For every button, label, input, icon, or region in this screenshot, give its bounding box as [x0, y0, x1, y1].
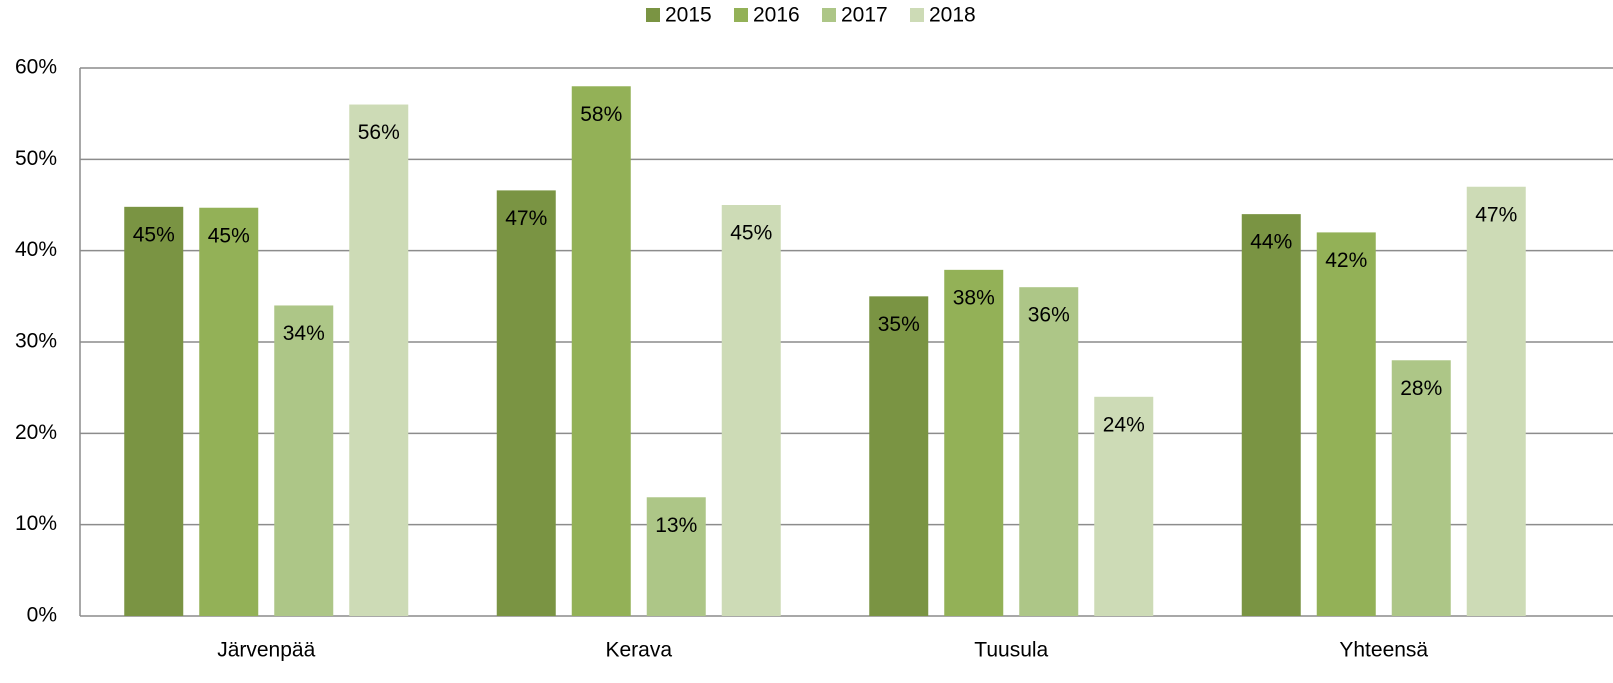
bar: [646, 497, 706, 616]
data-label: 42%: [1325, 249, 1367, 272]
bar: [721, 205, 781, 616]
y-tick-label: 60%: [15, 56, 57, 79]
legend-label: 2016: [753, 4, 800, 27]
x-tick-label: Tuusula: [974, 639, 1048, 662]
data-label: 45%: [208, 224, 250, 247]
bar: [1241, 214, 1301, 616]
data-label: 28%: [1400, 377, 1442, 400]
data-label: 24%: [1103, 413, 1145, 436]
data-label: 58%: [580, 103, 622, 126]
y-tick-label: 30%: [15, 330, 57, 353]
x-tick-label: Kerava: [605, 639, 672, 662]
bar: [124, 206, 184, 616]
legend-swatch: [734, 8, 748, 22]
x-tick-label: Yhteensä: [1339, 639, 1428, 662]
x-tick-label: Järvenpää: [217, 639, 315, 662]
data-label: 45%: [133, 223, 175, 246]
y-tick-label: 40%: [15, 238, 57, 261]
legend-swatch: [910, 8, 924, 22]
legend-label: 2015: [665, 4, 712, 27]
bar: [1094, 396, 1154, 616]
bar: [869, 296, 929, 616]
data-label: 56%: [358, 121, 400, 144]
data-label: 13%: [655, 514, 697, 537]
y-tick-label: 0%: [27, 604, 57, 627]
data-label: 35%: [878, 313, 920, 336]
bar: [571, 86, 631, 617]
bar: [1391, 360, 1451, 616]
legend-label: 2017: [841, 4, 888, 27]
data-label: 34%: [283, 322, 325, 345]
bar: [199, 207, 259, 617]
bar: [944, 269, 1004, 616]
y-tick-label: 10%: [15, 512, 57, 535]
bar: [1019, 287, 1079, 616]
legend-swatch: [646, 8, 660, 22]
y-tick-label: 20%: [15, 421, 57, 444]
data-label: 45%: [730, 222, 772, 245]
data-label: 47%: [505, 207, 547, 230]
y-tick-label: 50%: [15, 147, 57, 170]
bar: [274, 305, 334, 616]
data-label: 38%: [953, 286, 995, 309]
legend-label: 2018: [929, 4, 976, 27]
data-label: 36%: [1028, 304, 1070, 327]
bar: [349, 104, 409, 617]
legend-swatch: [822, 8, 836, 22]
bar: [1316, 232, 1376, 616]
bar: [496, 190, 556, 617]
data-label: 47%: [1475, 203, 1517, 226]
data-label: 44%: [1250, 231, 1292, 254]
bar: [1466, 186, 1526, 616]
